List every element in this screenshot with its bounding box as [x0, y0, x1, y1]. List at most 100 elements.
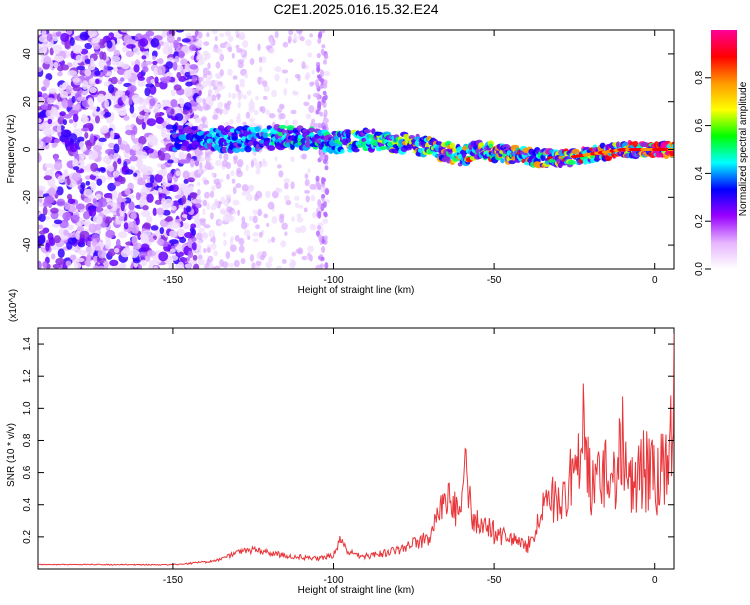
colorbar-tick-label: 0.6	[694, 118, 705, 132]
spectrogram-noise-cell	[240, 221, 248, 230]
spectrogram-noise-cell	[202, 73, 208, 79]
spectrogram-noise-cell	[55, 31, 62, 37]
spectrogram-noise-cell	[198, 150, 204, 156]
spectrogram-noise-cell	[178, 159, 188, 164]
spectrogram-ridge-cell	[206, 133, 213, 138]
spectrogram-noise-cell	[189, 192, 198, 199]
spectrogram-noise-cell	[225, 214, 232, 222]
spectrogram-noise-cell	[161, 177, 166, 186]
spectrogram-noise-cell	[194, 118, 203, 123]
spectrogram-noise-cell	[321, 194, 326, 199]
spectrogram-noise-cell	[120, 201, 125, 212]
spectrogram-noise-cell	[219, 108, 223, 116]
spectrogram-noise-cell	[148, 139, 158, 146]
spectrogram-noise-cell	[252, 238, 259, 243]
spectrogram-noise-cell	[165, 75, 172, 81]
spectrogram-noise-cell	[296, 216, 304, 223]
spectrogram-noise-cell	[53, 61, 59, 69]
spectrogram-noise-cell	[206, 32, 210, 38]
spectrogram-noise-cell	[168, 185, 174, 192]
spectrogram-noise-cell	[64, 39, 71, 49]
spectrogram-noise-cell	[125, 50, 134, 58]
spectrogram-noise-cell	[301, 61, 306, 69]
spectrogram-noise-cell	[166, 132, 171, 141]
spectrogram-noise-cell	[228, 92, 232, 99]
spectrogram-noise-cell	[277, 164, 282, 169]
spectrogram-noise-cell	[99, 126, 109, 134]
spectrogram-ridge-cell	[261, 128, 270, 133]
spectrogram-noise-cell	[196, 173, 201, 178]
spectrogram-noise-cell	[322, 218, 329, 225]
spectrogram-noise-cell	[267, 201, 275, 210]
spectrogram-noise-cell	[186, 177, 195, 183]
spectrogram-noise-cell	[124, 169, 134, 175]
spectrogram-noise-cell	[79, 141, 85, 149]
spectrogram-noise-cell	[92, 198, 98, 204]
spectrogram-noise-cell	[183, 101, 192, 111]
spectrogram-noise-cell	[234, 234, 240, 242]
spectrogram-noise-cell	[68, 133, 78, 143]
spectrogram-noise-cell	[210, 204, 217, 211]
spectrogram-noise-cell	[38, 185, 46, 191]
spectrogram-noise-cell	[160, 167, 168, 177]
spectrogram-noise-cell	[124, 188, 131, 196]
spectrogram-noise-cell	[79, 31, 90, 41]
spectrogram-noise-cell	[178, 97, 184, 104]
spectrogram-noise-cell	[38, 118, 42, 124]
spectrogram-noise-cell	[80, 115, 89, 124]
spectrogram-ridge-cell	[254, 126, 261, 133]
spectrogram-noise-cell	[142, 230, 151, 236]
spectrogram-noise-cell	[130, 212, 137, 220]
spectrogram-ridge-cell	[379, 145, 387, 151]
spectrogram-noise-cell	[269, 38, 273, 46]
spectrogram-noise-cell	[63, 113, 72, 119]
spectrogram-noise-cell	[293, 36, 298, 43]
spectrogram-noise-cell	[238, 34, 246, 40]
spectrogram-noise-cell	[317, 38, 322, 44]
spectrogram-noise-cell	[135, 192, 141, 201]
spectrogram-noise-cell	[140, 187, 148, 197]
spectrogram-noise-cell	[324, 165, 329, 171]
spectrogram-noise-cell	[233, 259, 240, 268]
spectrogram-noise-cell	[169, 239, 179, 245]
spectrogram-noise-cell	[284, 182, 289, 190]
spectrogram-noise-cell	[43, 127, 52, 137]
spectrogram-noise-cell	[324, 262, 329, 269]
snr-y-tick-label: 0.8	[22, 433, 33, 447]
spectrogram-noise-cell	[223, 153, 229, 161]
spectrogram-noise-cell	[154, 76, 159, 84]
spectrogram-noise-cell	[206, 157, 213, 162]
spectrogram-noise-cell	[260, 106, 266, 114]
snr-x-tick-label: -100	[324, 575, 344, 586]
spectrogram-noise-cell	[65, 260, 72, 267]
spectrogram-noise-cell	[38, 66, 43, 73]
spectrogram-noise-cell	[323, 82, 328, 89]
spectrogram-noise-cell	[141, 33, 150, 40]
spectrogram-noise-cell	[41, 136, 52, 144]
spectrogram-noise-cell	[67, 224, 74, 231]
spectrogram-noise-cell	[150, 225, 159, 231]
spectrogram-noise-cell	[117, 231, 128, 239]
spectrogram-noise-cell	[239, 78, 245, 85]
spectrogram-noise-cell	[52, 44, 63, 53]
spectrogram-noise-cell	[146, 193, 154, 203]
spectrogram-noise-cell	[211, 30, 218, 35]
spectrogram-noise-cell	[67, 70, 78, 77]
spectrogram-noise-cell	[129, 194, 135, 199]
spectrogram-noise-cell	[161, 99, 171, 105]
spectrogram-noise-cell	[176, 71, 182, 79]
spectrogram-noise-cell	[303, 207, 308, 213]
spectrogram-noise-cell	[73, 166, 80, 171]
spectrogram-y-label: Frequency (Hz)	[6, 115, 17, 184]
spectrogram-noise-cell	[221, 159, 229, 168]
spectrogram-noise-cell	[316, 64, 321, 73]
spectrogram-noise-cell	[152, 190, 159, 196]
spectrogram-ridge-cell	[307, 127, 316, 133]
spectrogram-noise-cell	[195, 239, 202, 244]
spectrogram-noise-cell	[195, 247, 202, 256]
spectrogram-noise-cell	[320, 203, 325, 212]
spectrogram-noise-cell	[139, 38, 149, 47]
spectrogram-noise-cell	[175, 219, 181, 224]
spectrogram-noise-cell	[71, 214, 80, 224]
spectrogram-noise-cell	[309, 183, 317, 190]
